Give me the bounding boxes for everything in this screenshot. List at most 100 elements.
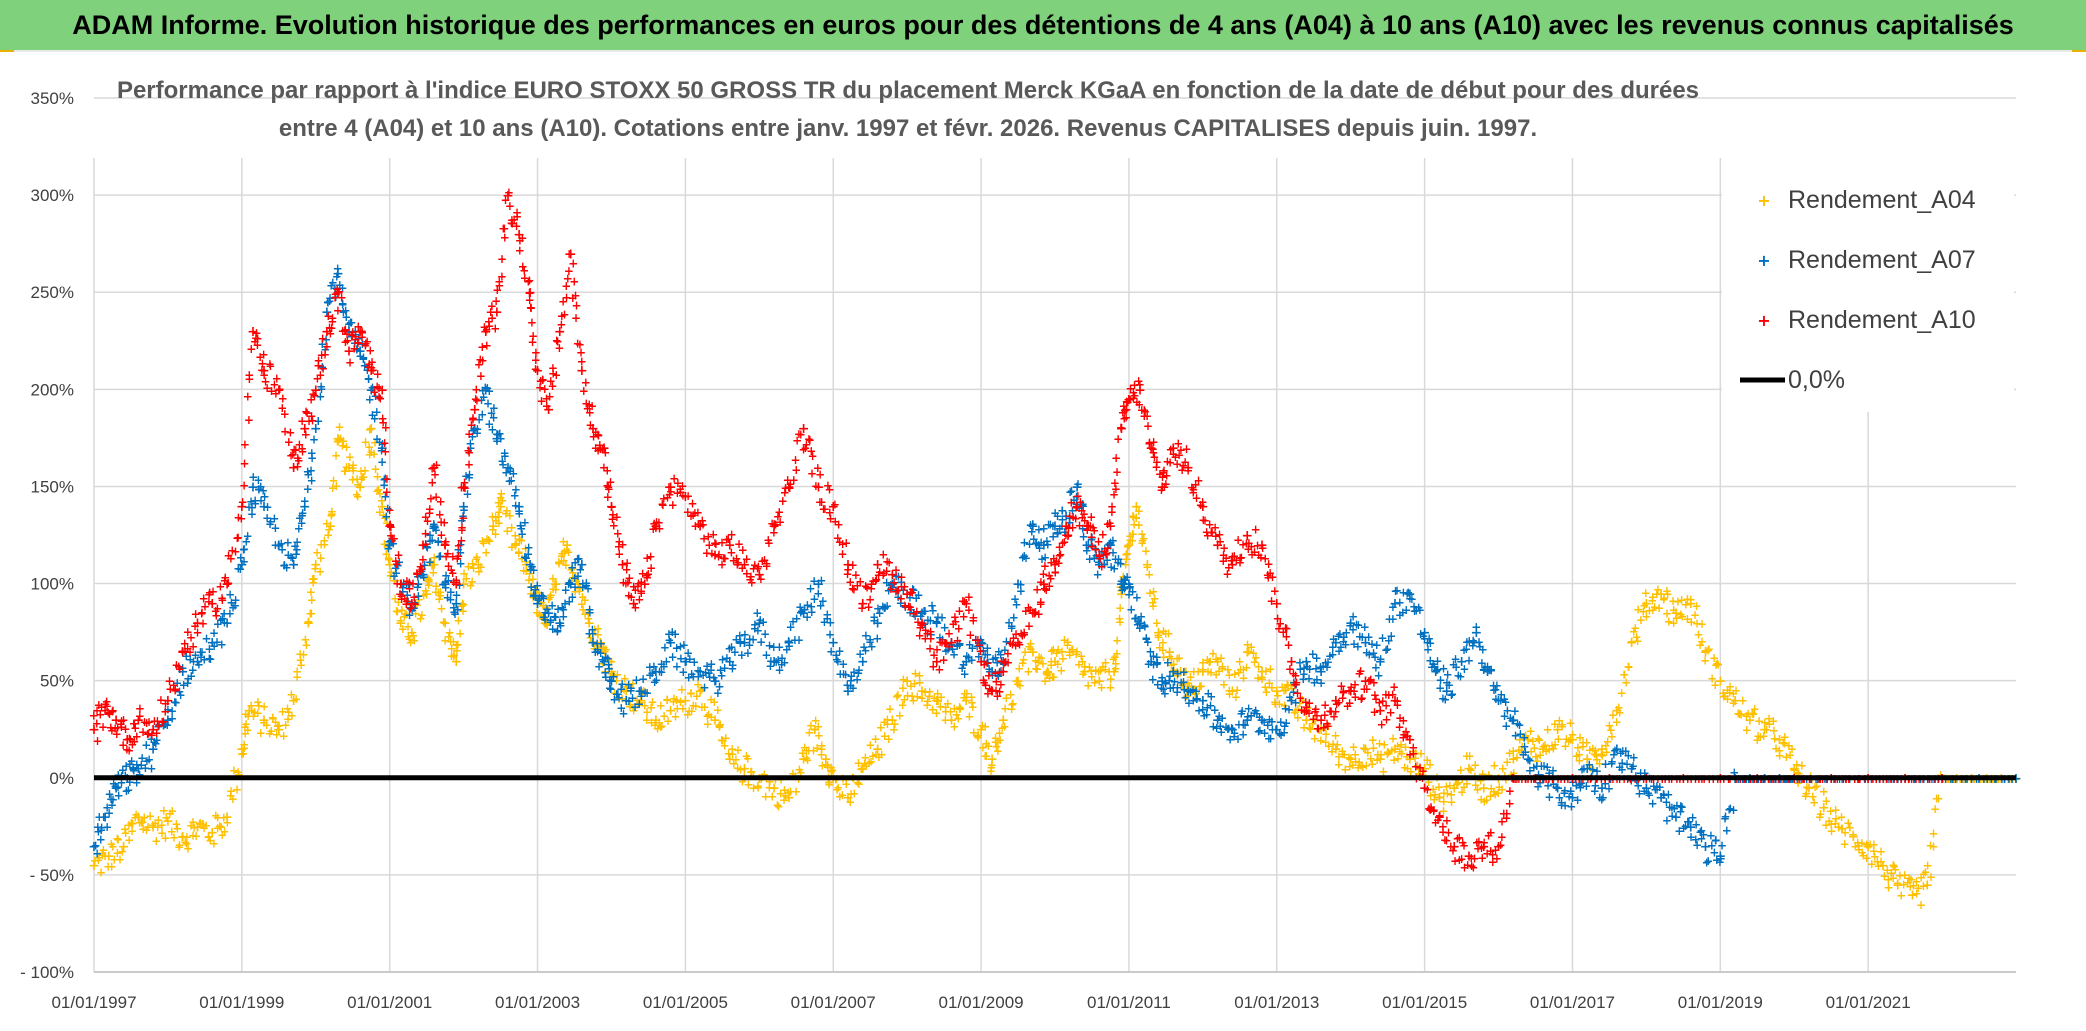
- y-tick-label: 150%: [31, 477, 74, 496]
- data-point-a04: +: [1027, 645, 1039, 661]
- data-point-a04: +: [419, 588, 429, 602]
- data-point-a04: +: [476, 560, 486, 574]
- data-point-a04: +: [557, 546, 567, 560]
- data-point-a04: +: [219, 825, 229, 839]
- data-point-a04: +: [458, 604, 468, 618]
- data-point-a04: +: [120, 822, 130, 836]
- data-point-a04: +: [574, 584, 584, 598]
- data-point-a04: +: [1083, 678, 1093, 692]
- data-point-a04: +: [697, 682, 707, 696]
- data-point-a04: +: [668, 694, 678, 708]
- data-point-a04: +: [1036, 651, 1046, 665]
- data-point-a10: +: [239, 479, 249, 493]
- data-point-a04: +: [968, 700, 978, 714]
- data-point-a04: +: [995, 733, 1005, 747]
- data-point-a04: +: [810, 722, 820, 736]
- data-point-a04: +: [327, 507, 337, 521]
- data-point-a04: +: [259, 716, 269, 730]
- data-point-a04: +: [1164, 645, 1176, 661]
- data-point-a10: +: [1111, 451, 1121, 465]
- data-point-a04: +: [1697, 617, 1707, 631]
- data-point-a07: +: [1573, 793, 1583, 807]
- data-point-a04: +: [234, 768, 244, 782]
- data-point-a04: +: [746, 764, 756, 778]
- data-point-a04: +: [955, 701, 965, 715]
- data-point-a04: +: [247, 703, 257, 717]
- data-point-a04: +: [298, 648, 308, 662]
- legend-label-a04: Rendement_A04: [1788, 186, 1976, 214]
- y-tick-label: 0%: [49, 769, 74, 788]
- data-point-a10: +: [618, 537, 628, 551]
- legend-label-a10: Rendement_A10: [1788, 306, 1976, 334]
- data-point-a04: +: [824, 776, 834, 790]
- data-point-a04: +: [1159, 650, 1169, 664]
- data-point-a04: +: [340, 464, 350, 478]
- data-point-a04: +: [380, 511, 390, 525]
- x-tick-label: 01/01/2003: [495, 993, 580, 1012]
- data-point-a04: +: [568, 561, 578, 575]
- data-point-a04: +: [128, 817, 138, 831]
- data-point-a04: +: [955, 700, 965, 714]
- data-point-a04: +: [614, 692, 624, 706]
- data-point-a04: +: [935, 699, 945, 713]
- data-point-a04: +: [494, 516, 504, 530]
- data-point-a10: +: [1389, 680, 1399, 694]
- data-point-a04: +: [493, 510, 503, 524]
- data-point-a04: +: [743, 751, 753, 765]
- data-point-a04: +: [551, 582, 561, 596]
- data-point-a10: +: [333, 303, 343, 317]
- data-point-a10: +: [231, 544, 241, 558]
- data-point-a04: +: [306, 585, 316, 599]
- data-point-a04: +: [253, 706, 263, 720]
- data-point-a07: +: [1471, 620, 1481, 634]
- data-point-a04: +: [328, 473, 338, 487]
- data-point-a07: +: [872, 631, 882, 645]
- data-point-a04: +: [1056, 663, 1066, 677]
- data-point-a04: +: [258, 713, 270, 729]
- data-point-a04: +: [448, 635, 458, 649]
- data-point-a04: +: [559, 553, 569, 567]
- data-point-a04: +: [975, 722, 987, 738]
- data-point-a04: +: [672, 693, 682, 707]
- data-point-a04: +: [625, 697, 635, 711]
- data-point-a10: +: [497, 269, 507, 283]
- data-point-a04: +: [325, 518, 337, 534]
- data-point-a04: +: [832, 782, 842, 796]
- data-point-a04: +: [333, 434, 343, 448]
- data-point-a10: +: [524, 274, 534, 288]
- data-point-a07: +: [825, 628, 835, 642]
- data-point-a04: +: [477, 534, 487, 548]
- data-point-a04: +: [1053, 657, 1063, 671]
- data-point-a04: +: [423, 573, 433, 587]
- data-point-a04: +: [328, 481, 338, 495]
- data-point-a04: +: [1018, 656, 1028, 670]
- data-point-a04: +: [977, 719, 987, 733]
- data-point-a04: +: [219, 810, 229, 824]
- data-point-a04: +: [991, 740, 1001, 754]
- data-point-a04: +: [560, 545, 570, 559]
- data-point-a04: +: [908, 693, 918, 707]
- data-point-a07: +: [1132, 591, 1142, 605]
- data-point-a04: +: [788, 766, 798, 780]
- data-point-a04: +: [983, 739, 993, 753]
- data-point-a04: +: [753, 780, 763, 794]
- data-point-a04: +: [639, 684, 649, 698]
- data-point-a04: +: [683, 707, 693, 721]
- data-point-a04: +: [1172, 668, 1182, 682]
- data-point-a04: +: [802, 744, 812, 758]
- data-point-a04: +: [371, 462, 381, 476]
- data-point-a04: +: [617, 691, 627, 705]
- data-point-a04: +: [1137, 536, 1147, 550]
- data-point-a04: +: [922, 698, 932, 712]
- data-point-a04: +: [703, 717, 713, 731]
- data-point-a04: +: [449, 650, 459, 664]
- data-point-a04: +: [491, 513, 501, 527]
- data-point-a04: +: [853, 776, 863, 790]
- data-point-a04: +: [211, 808, 221, 822]
- data-point-a07: +: [489, 410, 499, 424]
- data-point-a04: +: [517, 552, 527, 566]
- data-point-a04: +: [183, 841, 193, 855]
- data-point-a04: +: [1916, 898, 1926, 912]
- data-point-a04: +: [691, 699, 701, 713]
- banner-corner-right: [2072, 50, 2086, 53]
